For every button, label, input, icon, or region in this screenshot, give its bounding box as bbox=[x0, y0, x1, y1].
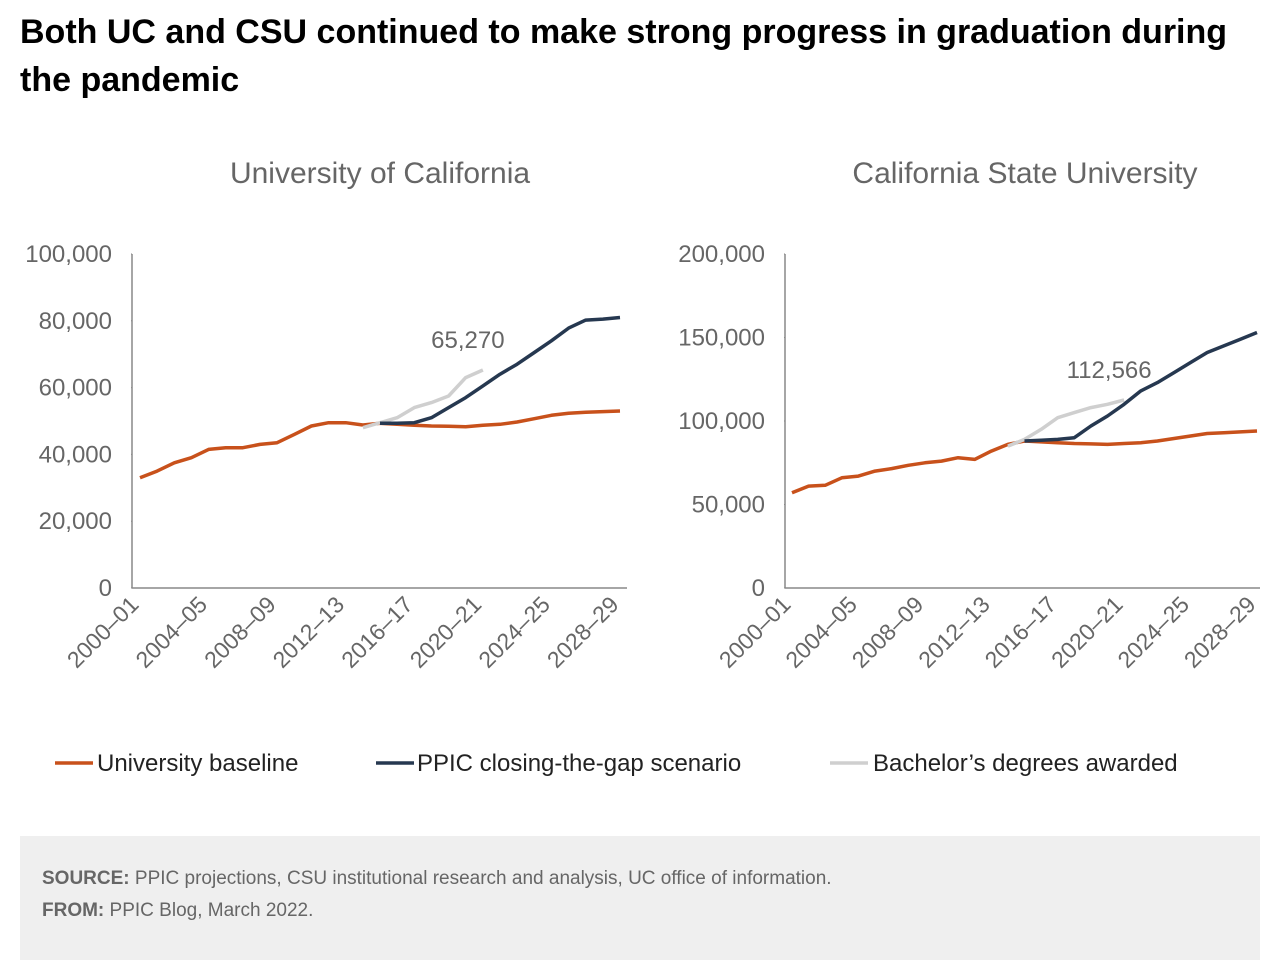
series-line bbox=[380, 315, 621, 426]
x-tick-label: 2020–21 bbox=[405, 591, 487, 673]
x-tick-label: 2020–21 bbox=[1046, 591, 1128, 673]
x-tick-label: 2028–29 bbox=[1179, 591, 1261, 673]
x-tick-label: 2000–01 bbox=[714, 591, 796, 673]
x-tick-label: 2016–17 bbox=[980, 591, 1062, 673]
x-tick-label: 2008–09 bbox=[199, 591, 281, 673]
x-tick-label: 2004–05 bbox=[780, 591, 862, 673]
charts: University of California 0 20,000 40,000 60,… bbox=[25, 157, 1261, 777]
y-tick-label: 50,000 bbox=[692, 492, 765, 519]
y-tick-label: 100,000 bbox=[678, 408, 765, 435]
annotation: 112,566 bbox=[1067, 357, 1152, 384]
legend-label: Bachelor’s degrees awarded bbox=[873, 750, 1178, 777]
x-tick-label: 2016–17 bbox=[336, 591, 418, 673]
source-label: SOURCE: bbox=[42, 868, 130, 889]
chart-title: University of California bbox=[230, 157, 530, 190]
y-tick-label: 40,000 bbox=[39, 441, 112, 468]
series-line bbox=[1024, 330, 1258, 443]
y-tick-label: 150,000 bbox=[678, 325, 765, 352]
page-title: Both UC and CSU continued to make strong… bbox=[20, 13, 1228, 99]
y-tick-label: 200,000 bbox=[678, 241, 765, 268]
y-tick-label: 20,000 bbox=[39, 508, 112, 535]
x-tick-label: 2024–25 bbox=[1112, 591, 1194, 673]
legend-label: PPIC closing-the-gap scenario bbox=[417, 750, 741, 777]
x-tick-label: 2008–09 bbox=[847, 591, 929, 673]
y-tick-label: 100,000 bbox=[25, 241, 112, 268]
x-tick-label: 2024–25 bbox=[473, 591, 555, 673]
x-tick-label: 2012–13 bbox=[913, 591, 995, 673]
y-tick-label: 0 bbox=[99, 575, 112, 602]
y-tick-label: 0 bbox=[752, 575, 765, 602]
source-text: PPIC projections, CSU institutional rese… bbox=[134, 868, 832, 889]
source-line: SOURCE: PPIC projections, CSU institutio… bbox=[42, 868, 832, 890]
legend-label: University baseline bbox=[97, 750, 298, 777]
y-tick-label: 60,000 bbox=[39, 375, 112, 402]
x-tick-label: 2000–01 bbox=[62, 591, 144, 673]
y-tick-label: 80,000 bbox=[39, 308, 112, 335]
x-tick-label: 2004–05 bbox=[130, 591, 212, 673]
series-line bbox=[1007, 398, 1125, 448]
from-label: FROM: bbox=[42, 900, 105, 921]
x-tick-label: 2012–13 bbox=[268, 591, 350, 673]
footer: SOURCE: PPIC projections, CSU institutio… bbox=[20, 836, 1260, 960]
annotation: 65,270 bbox=[431, 327, 504, 354]
chart-title: California State University bbox=[852, 157, 1197, 190]
from-text: PPIC Blog, March 2022. bbox=[109, 900, 314, 921]
from-line: FROM: PPIC Blog, March 2022. bbox=[42, 900, 313, 922]
x-tick-label: 2028–29 bbox=[542, 591, 624, 673]
